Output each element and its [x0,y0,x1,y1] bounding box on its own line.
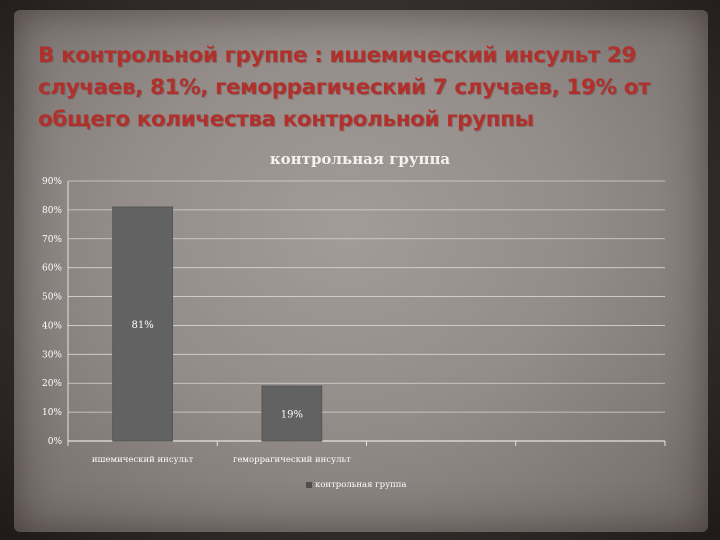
legend-label: контрольная группа [315,480,407,490]
y-tick-label: 70% [42,235,62,245]
y-tick-label: 30% [42,350,62,360]
y-tick-label: 90% [42,177,62,187]
bar [261,385,323,442]
data-label: 19% [281,410,303,421]
legend-swatch [306,482,312,488]
y-tick-label: 60% [42,264,62,274]
y-tick-label: 80% [42,206,62,216]
y-tick-label: 20% [42,379,62,389]
y-tick-label: 10% [42,408,62,418]
data-label: 81% [132,320,154,331]
category-label: геморрагический инсульт [233,455,351,465]
chart-title: контрольная группа [269,150,451,168]
slide-title: В контрольной группе : ишемический инсул… [38,43,651,132]
category-label: ишемический инсульт [92,455,194,465]
bar [112,206,173,442]
chart-legend: контрольная группа [306,480,406,490]
y-tick-label: 40% [42,321,62,331]
y-tick-label: 0% [48,437,63,447]
y-tick-label: 50% [42,293,62,303]
